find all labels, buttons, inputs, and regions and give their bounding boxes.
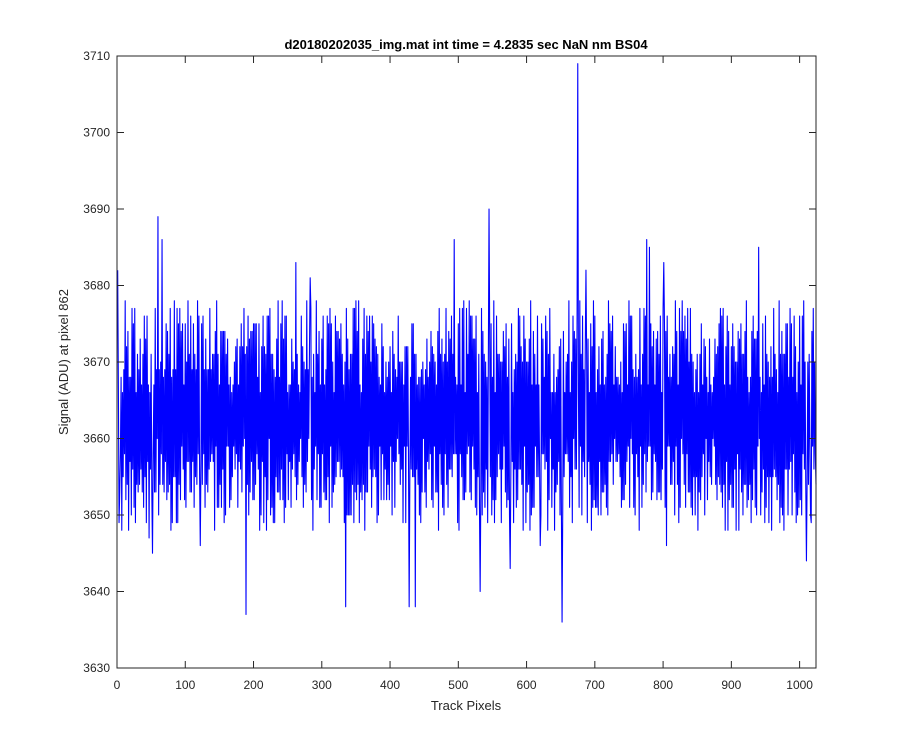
y-axis-label: Signal (ADU) at pixel 862 — [56, 289, 71, 435]
y-tick-label: 3670 — [83, 355, 110, 369]
series-line — [117, 63, 817, 623]
x-tick-label: 500 — [448, 678, 468, 692]
chart-title: d20180202035_img.mat int time = 4.2835 s… — [284, 37, 648, 52]
y-tick-label: 3710 — [83, 49, 110, 63]
x-tick-label: 200 — [244, 678, 264, 692]
x-tick-label: 400 — [380, 678, 400, 692]
x-tick-label: 100 — [175, 678, 195, 692]
y-tick-label: 3690 — [83, 202, 110, 216]
y-tick-label: 3630 — [83, 661, 110, 675]
x-tick-label: 0 — [114, 678, 121, 692]
y-axis-ticks: 3630 3640 3650 3660 3670 3680 3690 3700 3710 — [83, 49, 816, 675]
data-layer — [117, 63, 817, 623]
y-tick-label: 3680 — [83, 279, 110, 293]
x-axis-label: Track Pixels — [431, 698, 502, 713]
y-tick-label: 3650 — [83, 508, 110, 522]
x-tick-label: 1000 — [786, 678, 813, 692]
x-tick-label: 900 — [721, 678, 741, 692]
x-axis-ticks: 0 100 200 300 400 500 600 700 800 900 1000 — [114, 56, 813, 692]
y-tick-label: 3700 — [83, 126, 110, 140]
y-tick-label: 3640 — [83, 585, 110, 599]
x-tick-label: 700 — [585, 678, 605, 692]
x-tick-label: 800 — [653, 678, 673, 692]
x-tick-label: 600 — [517, 678, 537, 692]
y-tick-label: 3660 — [83, 432, 110, 446]
x-tick-label: 300 — [312, 678, 332, 692]
